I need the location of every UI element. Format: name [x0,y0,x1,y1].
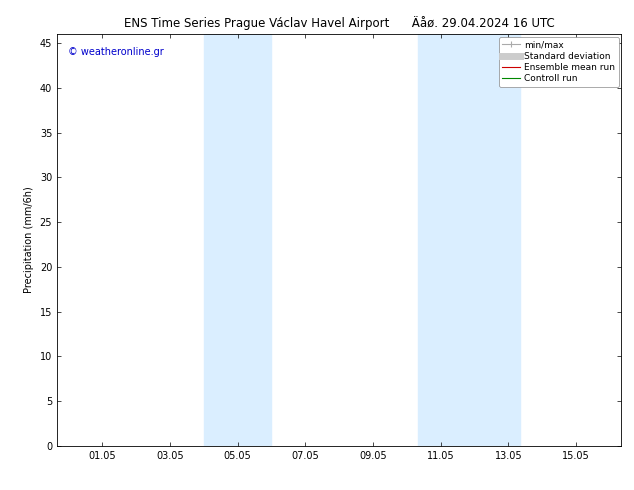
Legend: min/max, Standard deviation, Ensemble mean run, Controll run: min/max, Standard deviation, Ensemble me… [499,37,619,87]
Bar [452,34,520,446]
Text: © weatheronline.gr: © weatheronline.gr [68,47,164,57]
Bar [204,34,226,446]
Title: ENS Time Series Prague Václav Havel Airport      Äåø. 29.04.2024 16 UTC: ENS Time Series Prague Václav Havel Airp… [124,16,555,30]
Y-axis label: Precipitation (mm/6h): Precipitation (mm/6h) [24,187,34,294]
Bar [226,34,271,446]
Bar [418,34,452,446]
